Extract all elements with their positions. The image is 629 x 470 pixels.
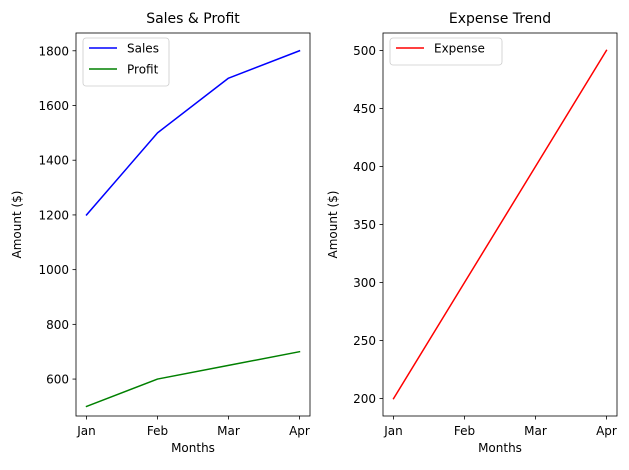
x-tick-label: Mar [524, 424, 547, 438]
y-tick-label: 400 [353, 160, 376, 174]
x-tick-label: Apr [596, 424, 617, 438]
legend-label-sales: Sales [127, 42, 159, 56]
x-tick-label: Mar [217, 424, 240, 438]
y-tick-label: 1400 [38, 154, 69, 168]
legend-label-expense: Expense [434, 42, 485, 56]
y-tick-label: 450 [353, 102, 376, 116]
y-tick-label: 1000 [38, 263, 69, 277]
y-tick-label: 1600 [38, 99, 69, 113]
y-tick-label: 200 [353, 392, 376, 406]
chart-title: Sales & Profit [146, 11, 240, 27]
legend-label-profit: Profit [127, 63, 159, 77]
x-axis-label: Months [478, 441, 522, 455]
chart-sales-profit: Sales & Profit Jan Feb Mar Apr 600 800 1000 1200… [10, 11, 311, 455]
y-tick-label: 300 [353, 276, 376, 290]
y-axis-label: Amount ($) [326, 191, 340, 259]
chart-title: Expense Trend [449, 11, 551, 27]
x-tick-label: Feb [147, 424, 168, 438]
y-tick-label: 600 [46, 373, 69, 387]
series-line-sales [85, 49, 301, 216]
x-tick-label: Apr [289, 424, 310, 438]
axes-frame [75, 32, 311, 417]
y-tick-label: 800 [46, 318, 69, 332]
series-line-profit [85, 350, 301, 408]
x-tick-label: Jan [76, 424, 96, 438]
chart-expense-trend: Expense Trend Jan Feb Mar Apr 200 250 300 350 400… [326, 11, 618, 455]
y-tick-label: 1800 [38, 44, 69, 58]
y-tick-label: 500 [353, 44, 376, 58]
y-tick-label: 250 [353, 334, 376, 348]
x-axis-label: Months [171, 441, 215, 455]
y-axis-label: Amount ($) [10, 191, 24, 259]
legend-box [82, 37, 170, 87]
legend-box [389, 37, 503, 66]
series-line-expense [392, 49, 608, 400]
x-tick-label: Jan [383, 424, 403, 438]
y-tick-label: 350 [353, 218, 376, 232]
y-tick-label: 1200 [38, 208, 69, 222]
x-tick-label: Feb [454, 424, 475, 438]
